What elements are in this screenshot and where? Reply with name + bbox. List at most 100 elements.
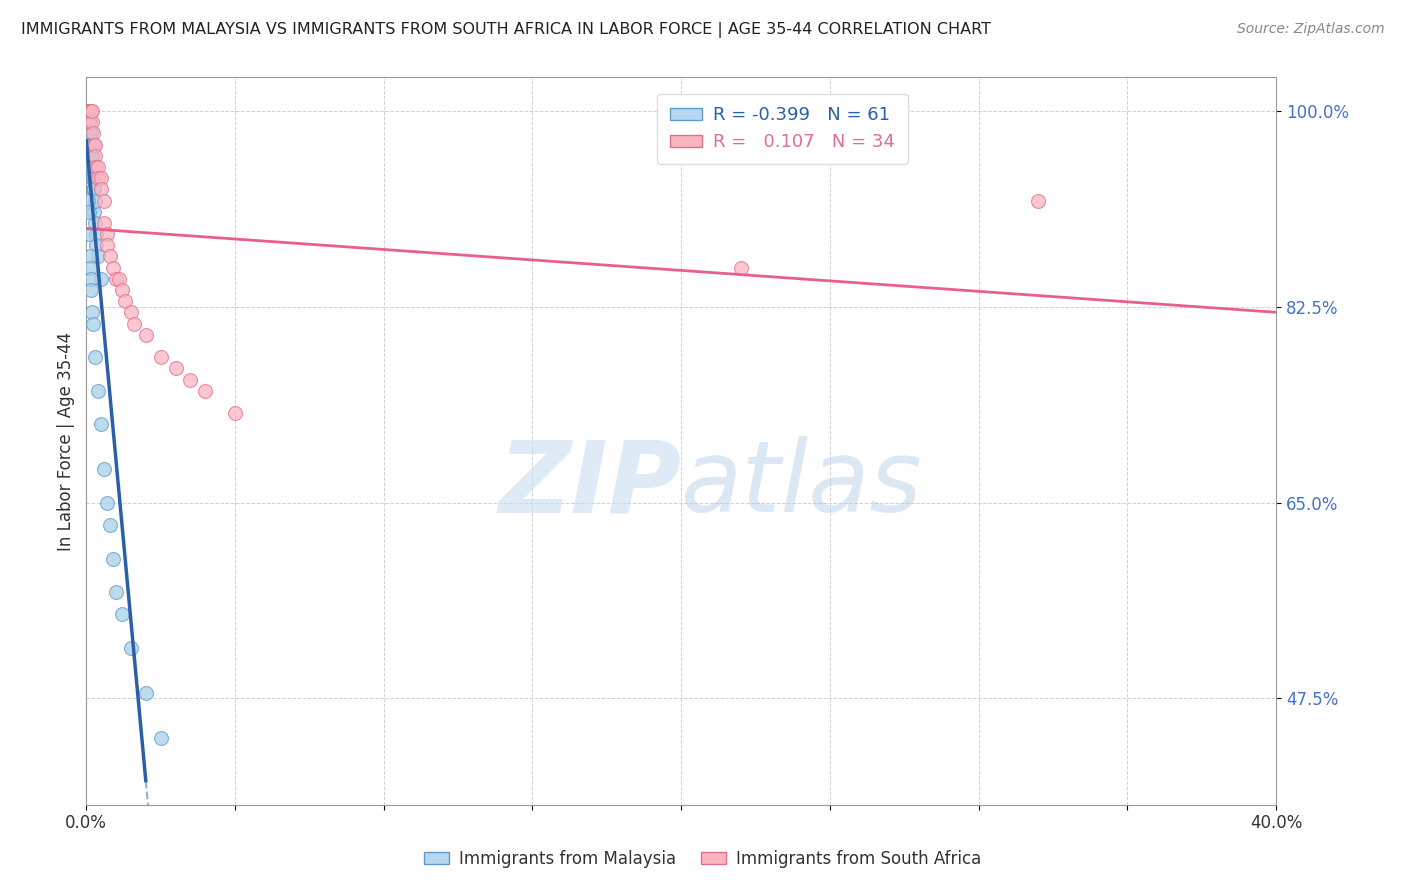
Point bbox=[80, 283, 103, 297]
Point bbox=[79, 260, 101, 275]
Point bbox=[84, 227, 107, 241]
Point bbox=[82, 171, 104, 186]
Point bbox=[149, 350, 172, 364]
Point bbox=[76, 103, 98, 118]
Point bbox=[79, 137, 101, 152]
Point bbox=[86, 238, 108, 252]
Point bbox=[87, 160, 110, 174]
Point bbox=[82, 160, 104, 174]
Point bbox=[82, 171, 104, 186]
Point bbox=[77, 103, 100, 118]
Point bbox=[135, 686, 157, 700]
Point bbox=[1026, 194, 1049, 208]
Point bbox=[80, 149, 103, 163]
Point bbox=[83, 204, 105, 219]
Point bbox=[730, 260, 752, 275]
Point bbox=[82, 149, 104, 163]
Point bbox=[87, 384, 110, 398]
Point bbox=[79, 115, 101, 129]
Point bbox=[93, 462, 115, 476]
Point bbox=[83, 182, 105, 196]
Point bbox=[83, 182, 105, 196]
Point bbox=[82, 305, 104, 319]
Text: ZIP: ZIP bbox=[498, 436, 681, 533]
Point bbox=[194, 384, 217, 398]
Point bbox=[79, 127, 101, 141]
Point bbox=[80, 149, 103, 163]
Point bbox=[120, 641, 142, 656]
Point bbox=[98, 518, 121, 533]
Point bbox=[77, 103, 100, 118]
Point bbox=[135, 327, 157, 342]
Point bbox=[165, 361, 187, 376]
Point bbox=[224, 406, 246, 420]
Point bbox=[80, 137, 103, 152]
Point bbox=[105, 585, 128, 599]
Point bbox=[77, 204, 100, 219]
Y-axis label: In Labor Force | Age 35-44: In Labor Force | Age 35-44 bbox=[58, 332, 75, 550]
Point bbox=[77, 103, 100, 118]
Point bbox=[84, 194, 107, 208]
Point bbox=[96, 227, 118, 241]
Text: IMMIGRANTS FROM MALAYSIA VS IMMIGRANTS FROM SOUTH AFRICA IN LABOR FORCE | AGE 35: IMMIGRANTS FROM MALAYSIA VS IMMIGRANTS F… bbox=[21, 22, 991, 38]
Point bbox=[82, 160, 104, 174]
Point bbox=[90, 182, 112, 196]
Point bbox=[96, 495, 118, 509]
Legend: Immigrants from Malaysia, Immigrants from South Africa: Immigrants from Malaysia, Immigrants fro… bbox=[418, 844, 988, 875]
Point bbox=[83, 171, 105, 186]
Point bbox=[87, 171, 110, 186]
Point bbox=[96, 238, 118, 252]
Point bbox=[79, 250, 101, 264]
Point bbox=[80, 137, 103, 152]
Point bbox=[90, 272, 112, 286]
Point bbox=[82, 182, 104, 196]
Point bbox=[79, 137, 101, 152]
Point bbox=[93, 216, 115, 230]
Point bbox=[80, 137, 103, 152]
Point bbox=[80, 103, 103, 118]
Point bbox=[79, 127, 101, 141]
Point bbox=[79, 103, 101, 118]
Point bbox=[114, 294, 136, 309]
Point bbox=[84, 160, 107, 174]
Text: Source: ZipAtlas.com: Source: ZipAtlas.com bbox=[1237, 22, 1385, 37]
Point bbox=[105, 272, 128, 286]
Point bbox=[76, 127, 98, 141]
Point bbox=[87, 250, 110, 264]
Point bbox=[120, 305, 142, 319]
Point bbox=[179, 372, 201, 386]
Point bbox=[84, 216, 107, 230]
Point bbox=[80, 272, 103, 286]
Point bbox=[90, 417, 112, 432]
Point bbox=[77, 103, 100, 118]
Point bbox=[77, 115, 100, 129]
Point bbox=[77, 227, 100, 241]
Point bbox=[84, 149, 107, 163]
Point bbox=[93, 194, 115, 208]
Point bbox=[80, 149, 103, 163]
Point bbox=[80, 160, 103, 174]
Point bbox=[101, 551, 124, 566]
Point bbox=[83, 137, 105, 152]
Point bbox=[82, 127, 104, 141]
Point bbox=[77, 115, 100, 129]
Point bbox=[111, 607, 134, 622]
Point bbox=[77, 115, 100, 129]
Point bbox=[90, 171, 112, 186]
Point bbox=[84, 137, 107, 152]
Point bbox=[77, 103, 100, 118]
Point bbox=[77, 103, 100, 118]
Point bbox=[80, 127, 103, 141]
Point bbox=[111, 283, 134, 297]
Point bbox=[122, 317, 145, 331]
Point bbox=[108, 272, 131, 286]
Point bbox=[80, 137, 103, 152]
Point bbox=[77, 194, 100, 208]
Point bbox=[98, 250, 121, 264]
Point bbox=[82, 103, 104, 118]
Point bbox=[80, 115, 103, 129]
Point bbox=[84, 350, 107, 364]
Point bbox=[82, 317, 104, 331]
Text: atlas: atlas bbox=[681, 436, 922, 533]
Point bbox=[101, 260, 124, 275]
